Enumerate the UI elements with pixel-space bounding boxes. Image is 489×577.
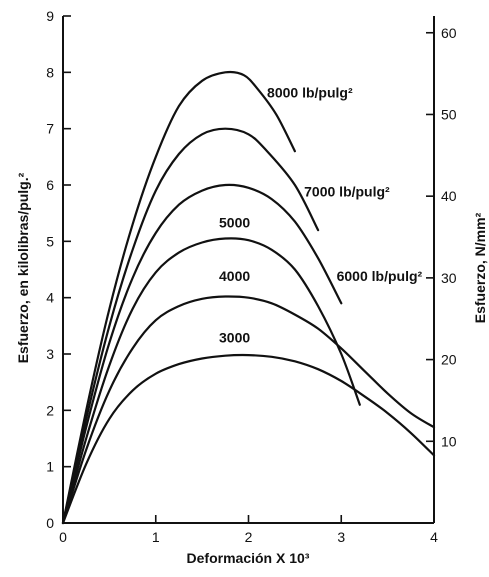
labels-layer: 8000 lb/pulg² 7000 lb/pulg² 6000 lb/pulg² 5… [219, 85, 423, 346]
y-tick-label: 0 [46, 515, 54, 531]
y2-tick-label: 50 [441, 106, 457, 122]
series-label-2: 7000 lb/pulg² [304, 183, 390, 199]
x-tick-label: 0 [59, 529, 67, 545]
series-line-4 [61, 237, 361, 525]
x-tick-label: 2 [245, 529, 253, 545]
series-line-5 [61, 295, 436, 525]
y2-axis-title: Esfuerzo, N/mm² [472, 212, 488, 323]
y-tick-label: 9 [46, 8, 54, 24]
y2-tick-label: 20 [441, 352, 457, 368]
series-line-1 [61, 70, 296, 525]
series-line-3 [61, 183, 343, 525]
series-line-6 [61, 353, 436, 525]
series-label-5: 4000 [219, 268, 250, 284]
y-tick-label: 6 [46, 177, 54, 193]
series-label-1: 8000 lb/pulg² [267, 85, 353, 101]
y-axis-title: Esfuerzo, en kilolibras/pulg.² [15, 172, 31, 363]
series-label-4: 5000 [219, 214, 250, 230]
y-tick-label: 1 [46, 459, 54, 475]
y-tick-label: 8 [46, 64, 54, 80]
x-tick-label: 4 [430, 529, 438, 545]
y-tick-label: 2 [46, 402, 54, 418]
y2-tick-label: 40 [441, 188, 457, 204]
series-line-2 [61, 127, 320, 525]
x-tick-label: 3 [337, 529, 345, 545]
series-label-3: 6000 lb/pulg² [337, 268, 423, 284]
x-axis-title: Deformación X 10³ [187, 550, 310, 566]
y2-tick-label: 60 [441, 25, 457, 41]
y-tick-label: 7 [46, 121, 54, 137]
series-label-6: 3000 [219, 330, 250, 346]
y-tick-label: 3 [46, 346, 54, 362]
y2-tick-label: 10 [441, 433, 457, 449]
y-tick-label: 5 [46, 233, 54, 249]
y2-tick-label: 30 [441, 270, 457, 286]
y-tick-label: 4 [46, 290, 54, 306]
x-tick-label: 1 [152, 529, 160, 545]
curves-layer [61, 70, 436, 525]
